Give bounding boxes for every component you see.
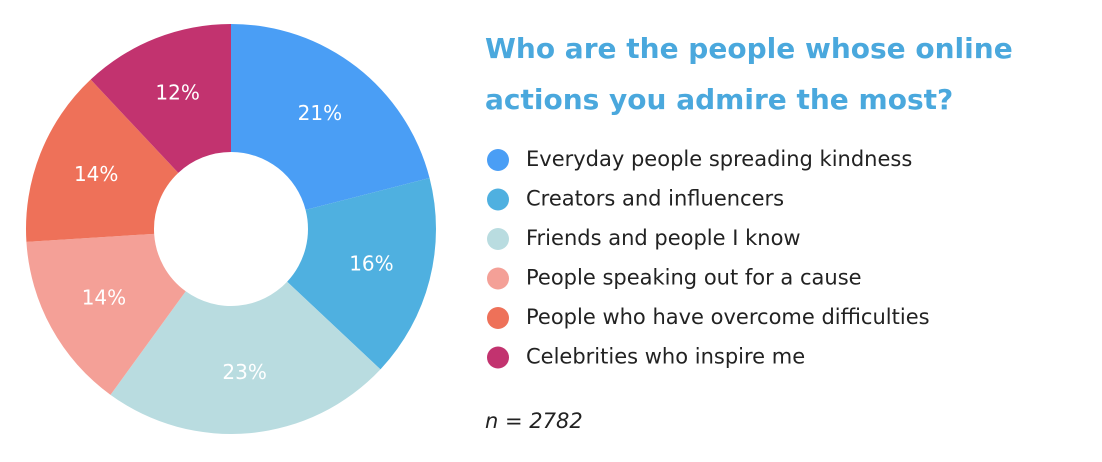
donut-slice [231, 24, 430, 210]
donut-slice [287, 178, 436, 370]
legend-swatch [487, 267, 509, 290]
legend-swatch [487, 188, 509, 211]
legend-label: People speaking out for a cause [526, 266, 862, 290]
value-label: 16% [349, 252, 393, 276]
legend-label: Creators and influencers [526, 187, 784, 211]
legend-swatch [487, 228, 509, 250]
value-label: 14% [74, 162, 118, 186]
legend-swatch [487, 346, 509, 369]
value-label: 14% [82, 285, 126, 309]
value-label: 21% [298, 101, 342, 125]
legend-label: Celebrities who inspire me [526, 345, 805, 369]
legend-label: People who have overcome difficulties [526, 305, 930, 329]
donut-slice [26, 233, 186, 395]
donut-slice [110, 281, 381, 434]
chart-title: Who are the people whose online [485, 32, 1013, 65]
chart-title: actions you admire the most? [485, 83, 953, 116]
sample-size-note: n = 2782 [485, 409, 583, 433]
legend-swatch [487, 307, 509, 329]
donut-slice [90, 24, 231, 173]
legend-label: Everyday people spreading kindness [526, 147, 912, 171]
legend-label: Friends and people I know [526, 226, 801, 250]
donut-slice [26, 79, 179, 242]
value-label: 12% [155, 81, 199, 105]
legend-swatch [487, 149, 509, 171]
value-label: 23% [222, 360, 266, 384]
